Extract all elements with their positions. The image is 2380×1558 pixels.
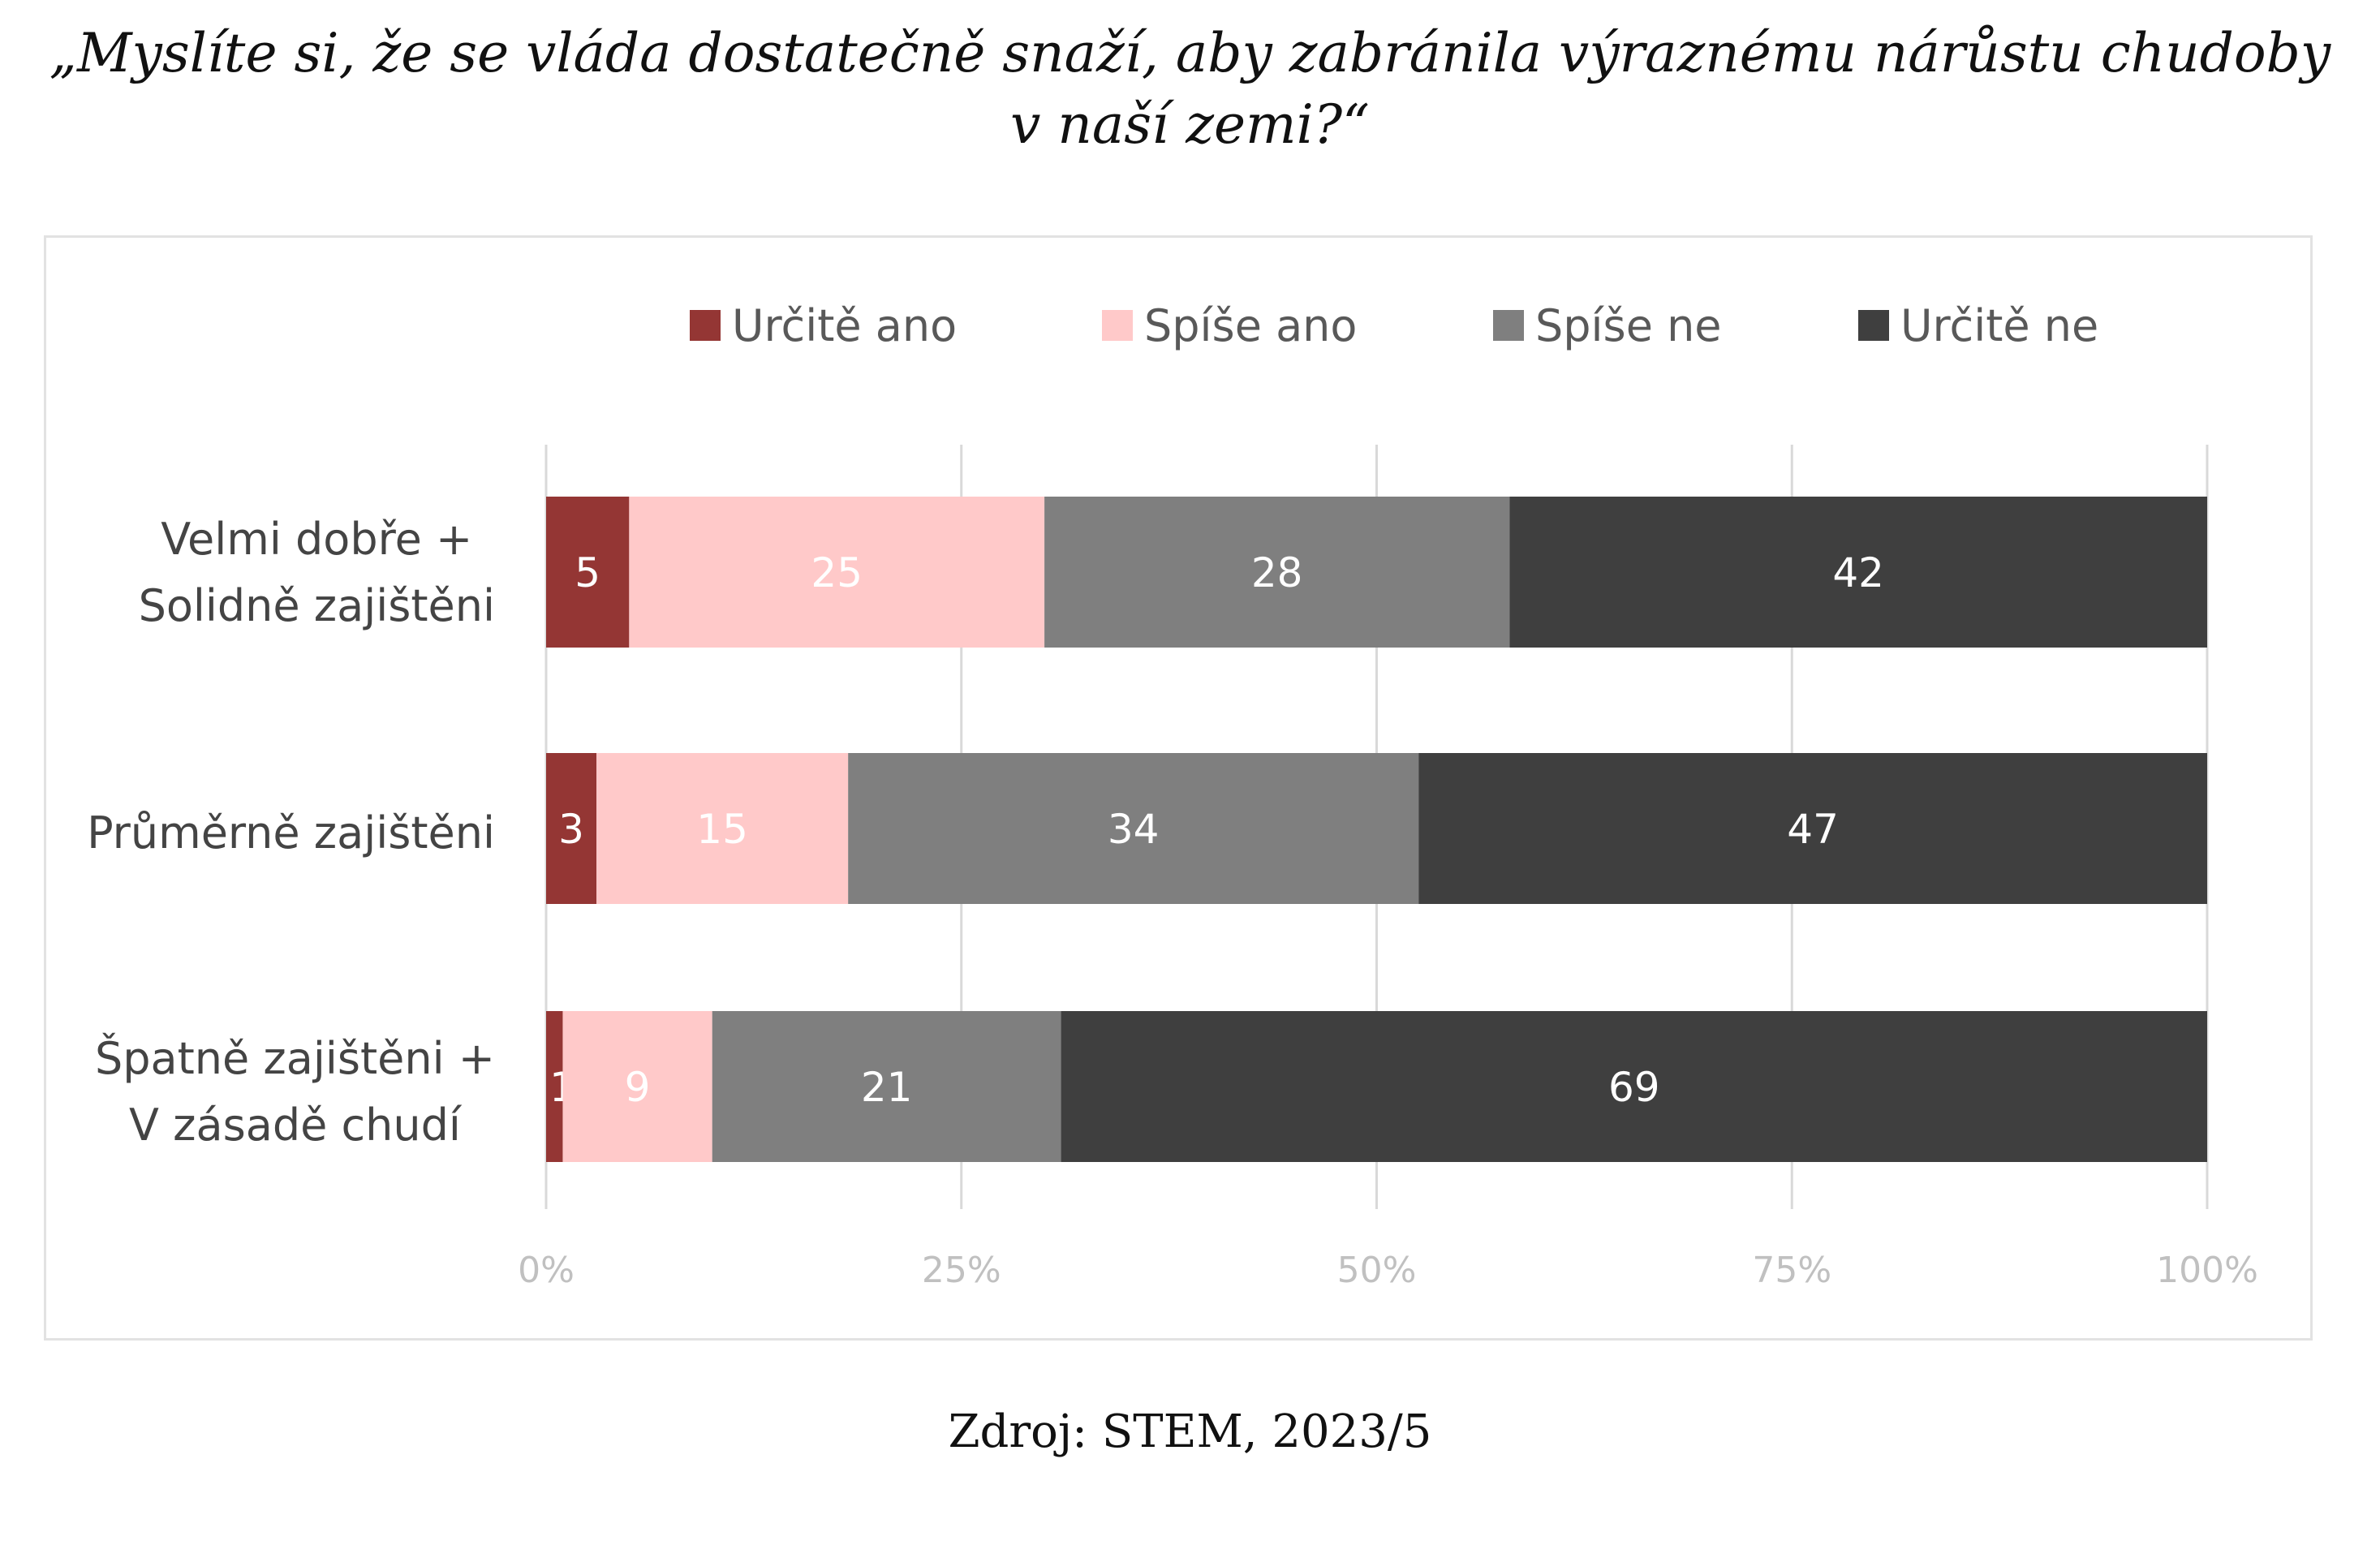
data-label-2-2: 21: [861, 1064, 913, 1111]
category-label-0: Velmi dobře + Solidně zajištěni: [139, 506, 495, 639]
bar-segment-1-0: [546, 753, 597, 904]
title-line-1: „Myslíte si, že se vláda dostatečně snaž…: [49, 22, 2331, 84]
legend-swatch-urcite-ne: [1858, 310, 1889, 341]
x-tick-label-2: 50%: [1337, 1250, 1417, 1291]
bar-segment-0-1: [629, 497, 1045, 648]
data-label-0-1: 25: [811, 549, 863, 596]
bar-segment-2-0: [546, 1011, 563, 1162]
data-label-1-0: 3: [558, 806, 584, 853]
legend-label-urcite-ano: Určitě ano: [732, 299, 958, 351]
x-tick-label-4: 100%: [2156, 1250, 2258, 1291]
source-note: Zdroj: STEM, 2023/5: [948, 1405, 1432, 1458]
title-line-2: v naší zemi?“: [1010, 93, 1370, 156]
legend-item-urcite-ne: Určitě ne: [1858, 289, 2098, 362]
data-label-1-1: 15: [696, 806, 748, 853]
legend-label-urcite-ne: Určitě ne: [1900, 299, 2099, 351]
x-tick-label-3: 75%: [1752, 1250, 1831, 1291]
legend-swatch-urcite-ano: [690, 310, 721, 341]
data-label-2-1: 9: [625, 1064, 651, 1111]
data-label-2-3: 69: [1608, 1064, 1660, 1111]
bar-segment-0-0: [546, 497, 630, 648]
chart-title: „Myslíte si, že se vláda dostatečně snaž…: [0, 18, 2380, 161]
legend-item-urcite-ano: Určitě ano: [690, 289, 957, 362]
category-label-2-line-1: Špatně zajištěni +: [94, 1033, 495, 1084]
bar-segment-0-3: [1509, 497, 2207, 648]
legend-item-spise-ano: Spíše ano: [1102, 289, 1357, 362]
legend-swatch-spise-ano: [1102, 310, 1133, 341]
bar-segment-1-1: [596, 753, 849, 904]
legend-item-spise-ne: Spíše ne: [1493, 289, 1722, 362]
data-label-1-3: 47: [1787, 806, 1839, 853]
bar-segment-2-3: [1061, 1011, 2207, 1162]
bar-segment-1-2: [848, 753, 1419, 904]
bar-segment-2-1: [562, 1011, 712, 1162]
category-label-1: Průměrně zajištěni: [87, 800, 495, 867]
bar-segment-0-2: [1044, 497, 1510, 648]
category-label-2-line-2: V zásadě chudí: [129, 1100, 461, 1151]
data-label-1-2: 34: [1108, 806, 1160, 853]
data-label-0-3: 42: [1832, 549, 1884, 596]
category-label-0-line-2: Solidně zajištěni: [138, 580, 495, 631]
bar-segment-1-3: [1418, 753, 2207, 904]
category-label-2: Špatně zajištěni + V zásadě chudí: [95, 1026, 495, 1159]
legend-label-spise-ne: Spíše ne: [1535, 299, 1722, 351]
category-label-0-line-1: Velmi dobře +: [161, 514, 473, 565]
data-label-0-2: 28: [1251, 549, 1303, 596]
category-label-1-line-1: Průměrně zajištěni: [87, 807, 495, 859]
x-tick-label-0: 0%: [518, 1250, 575, 1291]
bar-segment-2-2: [712, 1011, 1061, 1162]
x-tick-label-1: 25%: [922, 1250, 1001, 1291]
legend-swatch-spise-ne: [1493, 310, 1524, 341]
data-label-0-0: 5: [575, 549, 600, 596]
legend-label-spise-ano: Spíše ano: [1144, 299, 1358, 351]
